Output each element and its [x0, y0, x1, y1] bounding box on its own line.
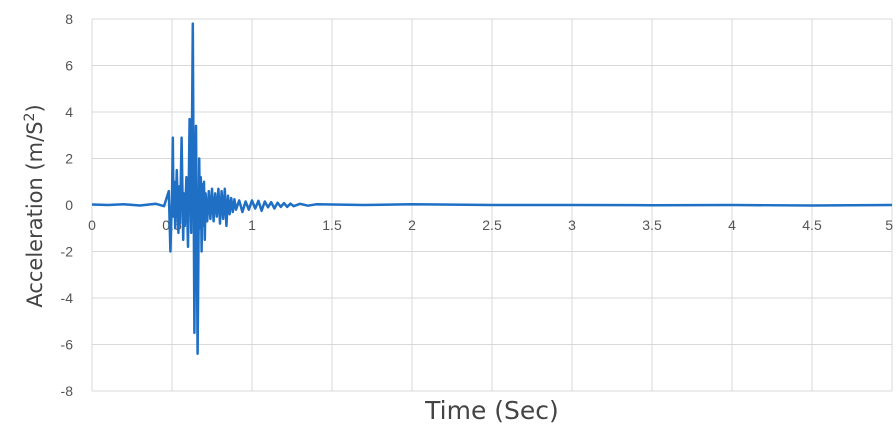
x-tick-label: 2.5	[482, 217, 502, 233]
y-axis-title: Acceleration (m/S2)	[22, 104, 47, 307]
y-tick-label: 6	[65, 58, 73, 74]
x-tick-label: 3	[568, 217, 576, 233]
x-tick-label: 1	[248, 217, 256, 233]
y-tick-label: 4	[65, 104, 73, 120]
series-line	[91, 22, 893, 356]
y-tick-label: -4	[61, 290, 74, 306]
y-tick-label: -6	[61, 337, 74, 353]
x-axis-title: Time (Sec)	[424, 396, 559, 425]
x-tick-label: 2	[408, 217, 416, 233]
x-tick-label: 4	[728, 217, 736, 233]
y-tick-label: -8	[61, 383, 74, 399]
y-tick-label: 2	[65, 151, 73, 167]
y-tick-labels: 8 6 4 2 0 -2 -4 -6 -8	[61, 11, 74, 399]
x-tick-label: 0	[88, 217, 96, 233]
y-tick-label: -2	[61, 244, 74, 260]
x-tick-label: 1.5	[322, 217, 342, 233]
x-tick-label: 4.5	[802, 217, 822, 233]
x-tick-label: 5	[885, 217, 893, 233]
y-tick-label: 0	[65, 197, 73, 213]
y-tick-label: 8	[65, 11, 73, 27]
x-tick-label: 3.5	[642, 217, 662, 233]
